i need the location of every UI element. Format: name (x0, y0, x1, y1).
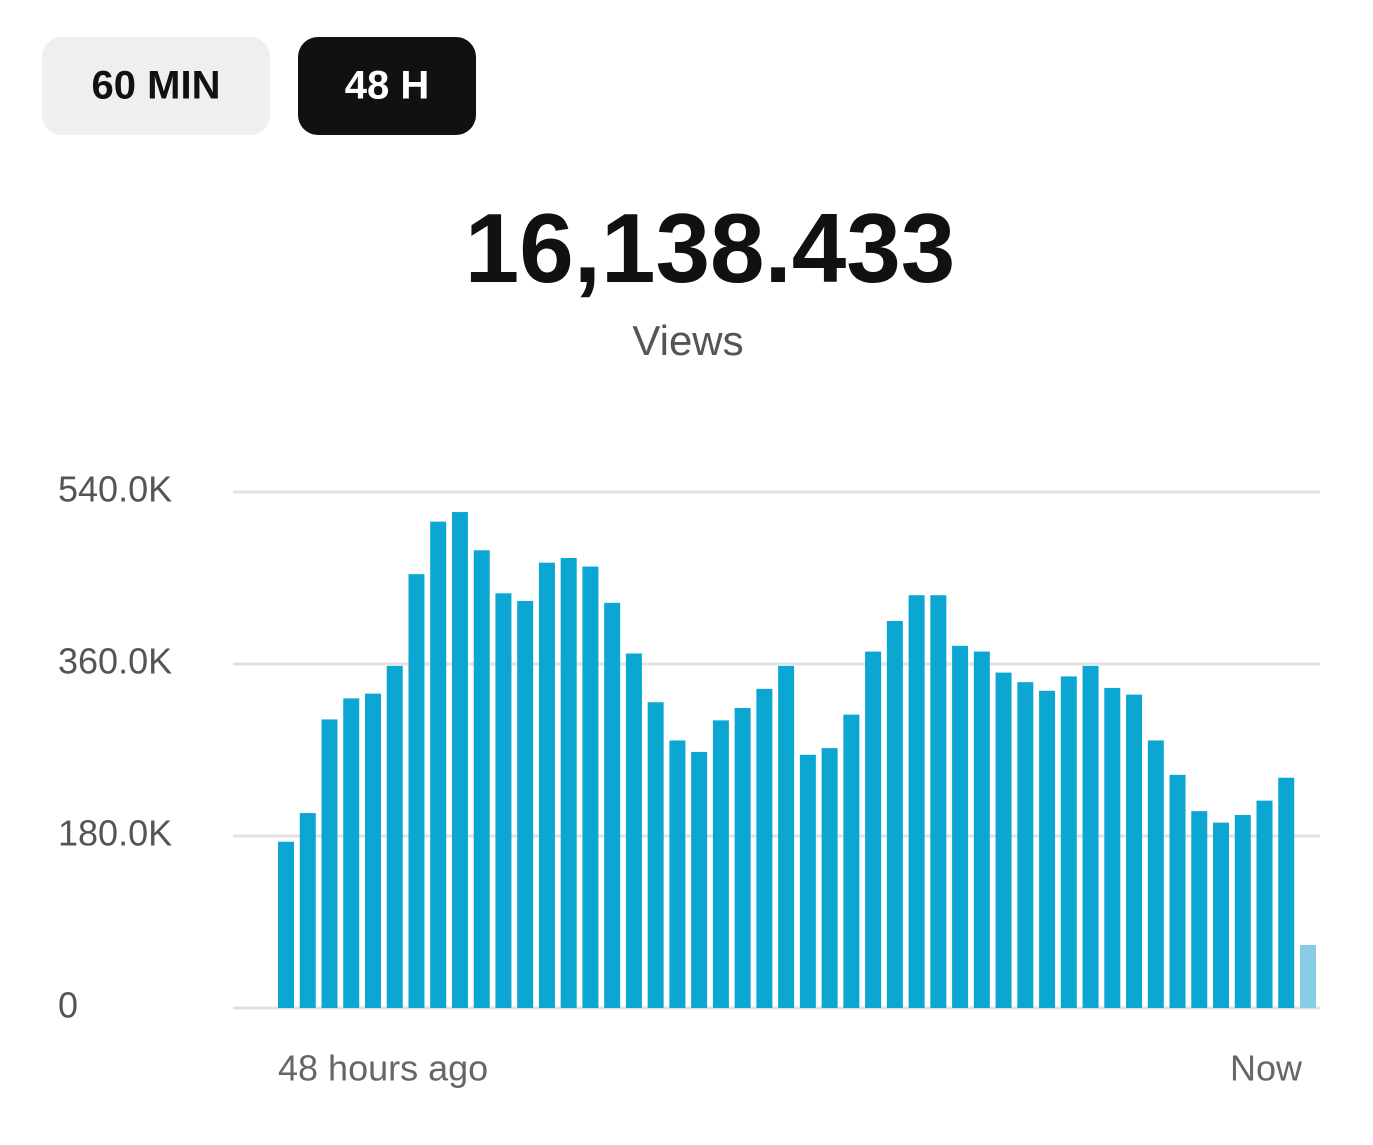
bar (1234, 814, 1251, 1008)
bar (1278, 777, 1295, 1008)
bar (1039, 690, 1056, 1008)
bar (734, 707, 751, 1008)
bar (973, 651, 990, 1008)
bar (778, 665, 795, 1008)
total-label: Views (632, 317, 743, 364)
bar (343, 698, 360, 1008)
bar (1213, 822, 1230, 1008)
bar (582, 566, 599, 1008)
bar (886, 621, 903, 1008)
bar (647, 702, 664, 1008)
tab-60min[interactable]: 60 MIN (42, 37, 270, 135)
x-end-label: Now (1230, 1048, 1303, 1089)
bar (430, 521, 447, 1008)
bar (517, 600, 534, 1008)
y-tick-label: 540.0K (58, 469, 172, 510)
bar (1147, 740, 1164, 1008)
bar (1169, 774, 1186, 1008)
bar (495, 593, 512, 1008)
bar (908, 595, 925, 1008)
bar (821, 748, 838, 1008)
bar (1082, 665, 1099, 1008)
bar (1300, 944, 1316, 1008)
bar (799, 754, 816, 1008)
tab-label[interactable]: 48 H (345, 64, 430, 108)
bar (1256, 800, 1273, 1008)
bar (451, 512, 468, 1008)
bar (995, 672, 1012, 1008)
bar (560, 557, 577, 1008)
bar (1017, 682, 1034, 1008)
bar (930, 595, 947, 1008)
bar (299, 813, 316, 1008)
total-views: 16,138.433 (465, 193, 955, 303)
bar (712, 720, 729, 1008)
bar (408, 574, 425, 1008)
tab-48h[interactable]: 48 H (298, 37, 476, 135)
bar (538, 562, 555, 1008)
bar (669, 740, 686, 1008)
tab-bg[interactable] (42, 37, 270, 135)
bar (1191, 811, 1208, 1008)
bar (473, 550, 490, 1008)
tab-bg[interactable] (298, 37, 476, 135)
bar (1104, 687, 1121, 1008)
bar (321, 719, 338, 1008)
bar (386, 665, 403, 1008)
tab-label[interactable]: 60 MIN (92, 64, 221, 108)
bar (364, 693, 381, 1008)
bar (604, 602, 621, 1008)
y-tick-label: 360.0K (58, 641, 172, 682)
bar (625, 653, 642, 1008)
bar (1060, 676, 1077, 1008)
bar (865, 651, 882, 1008)
bar (278, 841, 294, 1008)
bar (1126, 694, 1143, 1008)
x-start-label: 48 hours ago (278, 1048, 488, 1089)
bar (756, 688, 773, 1008)
y-tick-label: 0 (58, 985, 78, 1026)
bar (843, 714, 860, 1008)
bar (691, 751, 708, 1008)
bar (952, 645, 969, 1008)
y-tick-label: 180.0K (58, 813, 172, 854)
